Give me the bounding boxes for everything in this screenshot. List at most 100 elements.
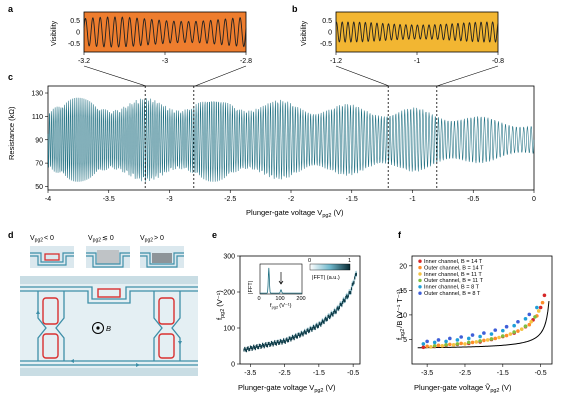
heatmap-cell <box>305 331 307 335</box>
data-point <box>432 340 437 345</box>
heatmap-cell <box>342 298 345 302</box>
heatmap-cell <box>271 341 273 345</box>
inset-xtick: 100 <box>275 296 284 302</box>
panel-b-ytick: -0.5 <box>320 41 332 48</box>
heatmap-cell <box>243 348 245 352</box>
heatmap-cell <box>338 305 340 309</box>
panel-e-label: e <box>212 230 217 240</box>
heatmap-cell <box>312 326 314 330</box>
heatmap-cell <box>285 338 287 342</box>
colorbar-tick: 0 <box>308 258 311 264</box>
data-point <box>482 338 486 343</box>
panel-c-xtick: -4 <box>45 196 51 203</box>
heatmap-cell <box>332 313 334 317</box>
heatmap-cell <box>315 324 317 328</box>
panel-e-ytick: 300 <box>223 254 235 261</box>
panel-a-ytick: 0 <box>76 30 80 37</box>
data-point <box>501 328 505 333</box>
gate-schematic-negative <box>30 246 74 268</box>
legend-entry: Outer channel, B = 14 T <box>424 265 484 271</box>
data-point <box>512 323 516 328</box>
data-point <box>523 324 528 329</box>
panel-a-ytick: 0.5 <box>70 18 80 25</box>
heatmap-cell <box>255 345 257 349</box>
legend-marker <box>418 291 422 295</box>
heatmap-cell <box>283 339 286 343</box>
heatmap-cell <box>330 311 332 315</box>
heatmap-cell <box>250 346 252 350</box>
panel-a-xtick: -3 <box>162 58 168 65</box>
heatmap-cell <box>286 337 288 341</box>
heatmap-cell <box>283 338 285 342</box>
heatmap-cell <box>290 338 292 342</box>
heatmap-cell <box>350 287 353 291</box>
heatmap-cell <box>342 300 344 304</box>
panel-f-ytick: 5 <box>403 337 407 344</box>
data-point <box>504 324 509 329</box>
heatmap-cell <box>278 341 281 345</box>
gate-schematic-near-zero <box>86 246 130 268</box>
panel-c-trace <box>47 97 535 182</box>
legend-entry: Inner channel, B = 14 T <box>424 259 483 265</box>
heatmap-cell <box>313 326 315 330</box>
panel-f-ytick: 10 <box>399 312 407 319</box>
panel-f-xtick: -0.5 <box>535 370 547 377</box>
heatmap-cell <box>260 345 262 349</box>
heatmap-cell <box>249 347 251 351</box>
heatmap-cell <box>300 331 303 335</box>
panel-c-ylabel: Resistance (kΩ) <box>7 106 16 160</box>
panel-b-label: b <box>292 4 298 14</box>
heatmap-cell <box>345 295 347 299</box>
panel-b-xtick: -0.8 <box>492 58 504 65</box>
heatmap-cell <box>279 339 281 343</box>
panel-b-ylabel: Visibility <box>301 20 308 46</box>
data-point <box>421 345 426 350</box>
data-point <box>429 345 433 349</box>
panel-f-ytick: 20 <box>399 263 407 270</box>
heatmap-cell <box>346 295 349 299</box>
data-point <box>493 328 498 332</box>
data-point <box>451 343 456 347</box>
panel-e-xtick: -2.5 <box>279 370 291 377</box>
panel-c-label: c <box>8 72 13 82</box>
panel-c-ytick: 110 <box>32 114 43 121</box>
heatmap-cell <box>352 282 354 286</box>
data-point <box>425 339 429 344</box>
heatmap-cell <box>265 342 267 346</box>
heatmap-cell <box>335 310 337 314</box>
data-point <box>436 343 441 348</box>
heatmap-cell <box>339 302 341 306</box>
panel-a-zoom-line <box>83 65 147 87</box>
data-point <box>444 339 448 344</box>
panel-a: Visibility 0.5 0 -0.5 -3.2 -3 -2.8 <box>51 11 252 87</box>
heatmap-cell <box>281 341 283 345</box>
data-point <box>540 300 545 305</box>
heatmap-cell <box>333 311 335 315</box>
panel-c-ytick: 50 <box>35 184 43 191</box>
heatmap-cell <box>350 291 352 295</box>
heatmap-cell <box>312 325 315 329</box>
data-point <box>470 340 475 345</box>
panel-d-label-positive: Vpg2> 0 <box>140 235 164 244</box>
heatmap-cell <box>272 343 274 347</box>
data-point <box>523 317 528 321</box>
heatmap-cell <box>301 332 303 336</box>
legend-marker <box>418 265 422 270</box>
panel-c-xtick: -2 <box>288 196 294 203</box>
data-point <box>425 344 429 349</box>
heatmap-cell <box>252 346 254 350</box>
inset-xlabel: fpg2(V⁻¹) <box>270 303 292 310</box>
panel-f-points <box>421 293 547 350</box>
heatmap-cell <box>257 346 260 350</box>
heatmap-cell <box>268 341 270 345</box>
data-point <box>529 319 533 324</box>
heatmap-cell <box>263 345 265 349</box>
data-point <box>489 332 494 336</box>
data-point <box>459 335 463 339</box>
panel-c-ytick: 90 <box>35 137 43 144</box>
heatmap-cell <box>256 344 258 348</box>
heatmap-cell <box>306 328 308 332</box>
panel-b-zoom-line <box>436 65 499 87</box>
heatmap-cell <box>354 273 357 277</box>
